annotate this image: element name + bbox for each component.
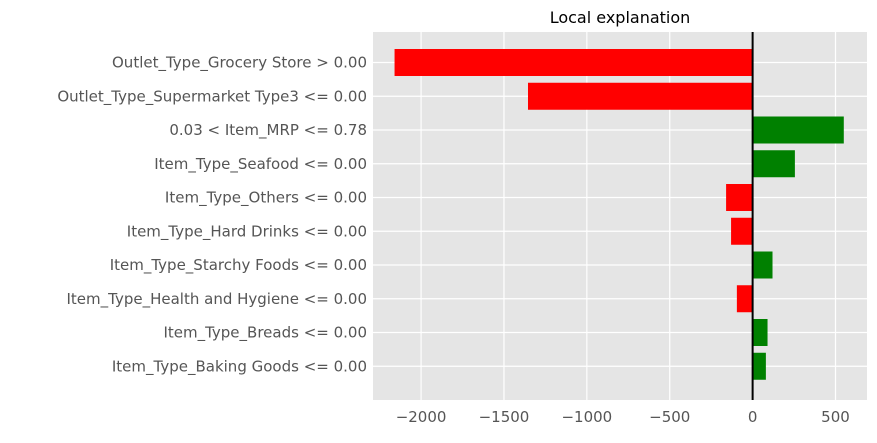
y-tick-label: Item_Type_Baking Goods <= 0.00: [112, 357, 367, 376]
bar: [752, 116, 844, 144]
bar: [752, 251, 773, 279]
bar: [731, 217, 753, 245]
bar: [752, 352, 766, 380]
y-tick-label: 0.03 < Item_MRP <= 0.78: [169, 121, 367, 140]
y-tick-label: Item_Type_Starchy Foods <= 0.00: [110, 256, 367, 275]
bar: [736, 285, 753, 313]
bar: [527, 82, 753, 110]
y-tick-label: Outlet_Type_Supermarket Type3 <= 0.00: [57, 87, 367, 106]
x-tick-label: 0: [748, 408, 758, 426]
bars: [394, 49, 844, 380]
y-tick-label: Item_Type_Hard Drinks <= 0.00: [127, 222, 367, 241]
y-tick-label: Item_Type_Health and Hygiene <= 0.00: [67, 290, 368, 309]
y-tick-label: Item_Type_Others <= 0.00: [165, 189, 367, 208]
x-tick-label: −1000: [561, 408, 612, 426]
x-tick-label: −500: [649, 408, 690, 426]
y-tick-label: Outlet_Type_Grocery Store > 0.00: [112, 54, 367, 73]
x-tick-label: −1500: [479, 408, 530, 426]
y-tick-label: Item_Type_Seafood <= 0.00: [154, 155, 367, 174]
x-tick-label: 500: [821, 408, 850, 426]
bar: [752, 150, 795, 178]
bar: [394, 49, 753, 76]
chart-title: Local explanation: [550, 8, 691, 27]
bar: [726, 184, 753, 211]
x-tick-labels: −2000 −1500 −1000 −500 0 500: [396, 408, 850, 426]
bar: [752, 319, 768, 346]
y-tick-labels: Outlet_Type_Grocery Store > 0.00 Outlet_T…: [57, 54, 367, 377]
x-tick-label: −2000: [396, 408, 447, 426]
y-tick-label: Item_Type_Breads <= 0.00: [163, 324, 367, 343]
